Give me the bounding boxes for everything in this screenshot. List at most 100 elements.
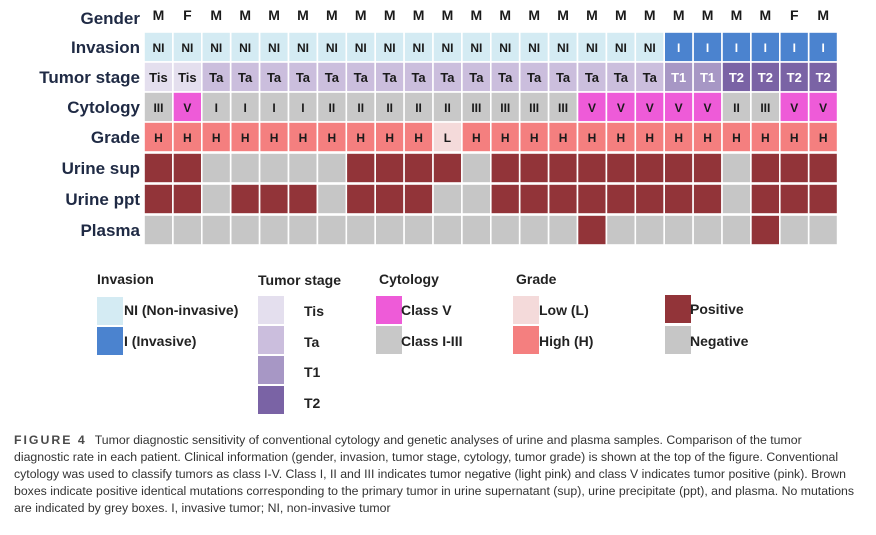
legend-swatch-low [513,296,539,324]
cytology-cell [692,91,723,123]
legend-label-class-i-iii: Class I-III [401,333,463,349]
invasion-cell-label: NI [239,41,251,55]
invasion-cell [403,31,434,63]
legend-stage-title: Tumor stage [258,272,341,288]
grade-cell-label: L [444,131,451,145]
invasion-cell-label: NI [384,41,396,55]
gender-label: M [326,7,338,23]
plasma-cell [403,214,434,246]
cytology-cell-label: III [558,101,568,115]
tumor-stage-cell [432,61,463,93]
urine-ppt-cell [576,183,608,215]
tumor-stage-cell [778,61,810,93]
gender-label: M [413,7,425,23]
grade-cell [605,121,637,153]
gender-label: F [183,7,192,23]
cytology-cell-label: V [704,101,712,115]
legend-label-ta: Ta [304,334,320,350]
grade-cell-label: H [588,131,597,145]
grade-cell-label: H [761,131,770,145]
tumor-stage-cell [374,61,405,93]
tumor-stage-cell-label: Ta [469,70,484,85]
cytology-cell [172,91,203,123]
invasion-cell-label: NI [152,41,164,55]
invasion-cell-label: NI [644,41,656,55]
legend-swatch-t1 [258,356,284,384]
tumor-stage-cell-label: Ta [354,70,369,85]
grade-cell [547,121,579,153]
plasma-cell [605,214,637,246]
urine-ppt-cell [172,183,203,215]
grade-cell [403,121,434,153]
legend-label-low: Low (L) [539,302,589,318]
cytology-cell [201,91,232,123]
invasion-cell-label: NI [297,41,309,55]
legend-label-negative: Negative [690,333,749,349]
gender-label: M [297,7,309,23]
invasion-cell-label: NI [441,41,453,55]
urine-sup-cell [229,152,261,184]
cytology-cell-label: V [588,101,596,115]
legend-swatch-positive [665,295,691,323]
plasma-cell [374,214,405,246]
cytology-cell-label: V [617,101,625,115]
cytology-cell-label: V [819,101,827,115]
urine-ppt-cell [807,183,839,215]
urine-sup-cell [489,152,521,184]
cytology-cell-label: III [760,101,770,115]
plasma-cell [750,214,781,246]
gender-label: M [702,7,714,23]
plasma-cell [172,214,203,246]
invasion-cell-label: I [764,41,767,55]
tumor-stage-cell-label: Ta [498,70,513,85]
legend-label-ni: NI (Non-invasive) [124,302,239,318]
urine-sup-cell [374,152,405,184]
gender-label: M [153,7,165,23]
cytology-cell-label: III [153,101,163,115]
legend-cytology-title: Cytology [379,271,439,287]
plasma-cell [634,214,665,246]
invasion-cell-label: I [735,41,738,55]
grade-cell [461,121,492,153]
legend-label-t1: T1 [304,364,321,380]
tumor-stage-cell [489,61,521,93]
plasma-cell [778,214,810,246]
cytology-cell [634,91,665,123]
cytology-cell [807,91,839,123]
urine-ppt-cell [345,183,376,215]
caption-label: FIGURE 4 [14,433,87,447]
plasma-cell [287,214,319,246]
plasma-cell [201,214,232,246]
cytology-cell [778,91,810,123]
urine-sup-cell [403,152,434,184]
tumor-stage-cell-label: Ta [267,70,282,85]
urine-ppt-cell [547,183,579,215]
plasma-cell [576,214,608,246]
tumor-stage-cell-label: Ta [209,70,224,85]
tumor-stage-cell-label: Ta [585,70,600,85]
grade-cell-label: H [819,131,828,145]
invasion-cell-label: NI [557,41,569,55]
cytology-cell-label: I [215,101,218,115]
grade-cell [201,121,232,153]
invasion-cell-label: NI [326,41,338,55]
grade-cell-label: H [270,131,279,145]
tumor-stage-cell-label: T1 [671,70,686,85]
urine-ppt-cell [663,183,694,215]
invasion-cell-label: NI [210,41,222,55]
grade-cell-label: H [790,131,799,145]
invasion-cell-label: NI [499,41,511,55]
row-label: Grade [91,128,140,147]
grade-cell-label: H [212,131,221,145]
grade-cell [172,121,203,153]
tumor-stage-cell [518,61,550,93]
gender-label: M [615,7,627,23]
grade-cell [778,121,810,153]
grade-cell-label: H [356,131,365,145]
plasma-cell [807,214,839,246]
cytology-cell-label: II [733,101,740,115]
cytology-cell [547,91,579,123]
grade-cell-label: H [674,131,683,145]
gender-label: M [442,7,454,23]
